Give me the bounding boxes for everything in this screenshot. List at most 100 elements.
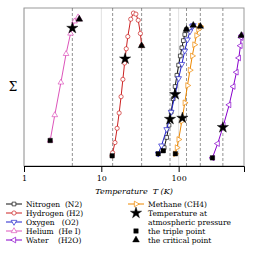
marker <box>161 149 165 153</box>
marker <box>48 138 52 142</box>
legend-symbol <box>11 237 16 243</box>
marker <box>165 136 169 140</box>
plot-frame <box>24 8 244 166</box>
x-axis-line <box>25 167 245 173</box>
marker-group <box>174 24 204 157</box>
marker-group <box>76 15 244 47</box>
legend-item: Methane (CH4) <box>128 200 207 209</box>
marker <box>209 155 214 161</box>
legend-label-line: Hydrogen (H2) <box>26 209 83 218</box>
marker <box>156 152 160 156</box>
legend-label-line: Water (H2O) <box>26 236 81 245</box>
marker-group <box>209 33 243 161</box>
marker <box>179 62 185 67</box>
legend-label-line: the critical point <box>148 236 211 245</box>
marker <box>164 113 175 124</box>
marker-group <box>47 14 82 142</box>
x-tick-mark <box>179 166 180 172</box>
series-line <box>158 25 193 153</box>
marker-group <box>48 138 215 160</box>
marker <box>110 154 114 158</box>
legend-symbol <box>130 207 141 218</box>
marker <box>233 69 238 75</box>
reference-line <box>170 8 171 166</box>
plot-area <box>47 8 244 166</box>
legend-symbol <box>134 201 139 207</box>
marker <box>110 154 114 158</box>
legend-label-line: Methane (CH4) <box>148 200 207 209</box>
legend-label-line: Temperature at <box>148 209 207 218</box>
legend-item: the triple point <box>134 227 205 236</box>
legend-label: Nitrogen (N2) <box>26 200 82 209</box>
legend: Nitrogen (N2)Hydrogen (H2)Oxygen (O2)Hel… <box>6 200 232 245</box>
legend-item: Oxygen (O2) <box>6 218 79 227</box>
marker <box>164 128 170 133</box>
reference-line <box>72 8 73 166</box>
grid-line <box>101 8 102 166</box>
reference-line <box>200 8 201 166</box>
legend-label: Helium (He I) <box>26 227 81 236</box>
legend-item: Nitrogen (N2) <box>6 200 82 209</box>
series-line <box>112 13 141 156</box>
marker <box>67 22 78 33</box>
marker <box>173 152 177 156</box>
marker <box>121 77 125 81</box>
legend-label: the critical point <box>148 236 211 245</box>
marker <box>115 126 119 130</box>
marker <box>183 100 188 106</box>
marker <box>182 49 188 54</box>
marker <box>138 31 142 35</box>
legend-label-line: atmospheric pressure <box>148 218 232 227</box>
marker <box>190 21 197 27</box>
marker <box>236 55 241 61</box>
marker <box>237 43 242 49</box>
legend-label-line: Oxygen (O2) <box>26 218 79 227</box>
legend-symbol <box>134 229 138 233</box>
marker <box>238 32 244 38</box>
marker <box>183 25 190 31</box>
legend-label: the triple point <box>148 227 205 236</box>
marker <box>174 151 179 157</box>
marker <box>124 47 128 51</box>
legend-symbol <box>133 236 140 242</box>
legend-label-line: Helium (He I) <box>26 227 81 236</box>
x-tick-label: 10 <box>97 174 107 183</box>
marker <box>63 51 69 56</box>
marker <box>159 144 165 149</box>
legend-item: Water (H2O) <box>6 236 81 245</box>
legend-label: Temperature atatmospheric pressure <box>148 209 232 227</box>
marker <box>126 34 130 38</box>
y-axis-title: Σ <box>9 80 17 94</box>
x-axis: 1 10 100 <box>22 166 245 183</box>
marker <box>117 111 121 115</box>
series-line <box>175 26 200 153</box>
legend-label-line: Nitrogen (N2) <box>26 200 82 209</box>
x-tick: 100 <box>172 166 187 183</box>
series-line <box>50 17 79 140</box>
x-tick-mark <box>101 166 102 172</box>
marker <box>136 18 140 22</box>
marker <box>195 33 200 39</box>
marker <box>181 39 185 43</box>
x-tick: 1 <box>22 166 27 183</box>
marker <box>177 137 182 143</box>
legend-label: Methane (CH4) <box>148 200 207 209</box>
marker <box>226 102 231 108</box>
x-tick-mark <box>24 166 25 172</box>
marker <box>134 12 138 16</box>
legend-label-line: the triple point <box>148 227 205 236</box>
legend-symbol <box>11 228 17 233</box>
marker <box>217 121 228 132</box>
marker <box>129 17 133 21</box>
marker <box>177 112 188 123</box>
legend-item: Helium (He I) <box>6 227 81 236</box>
x-tick-label: 1 <box>22 174 27 183</box>
marker <box>119 95 123 99</box>
legend-item: the critical point <box>133 236 212 245</box>
grid <box>24 8 179 166</box>
chart: 110100Temperature T (K)ΣNitrogen (N2)Hyd… <box>0 0 254 254</box>
marker <box>210 156 214 160</box>
legend-symbol <box>12 211 16 215</box>
legend-label: Oxygen (O2) <box>26 218 79 227</box>
marker <box>58 79 64 84</box>
